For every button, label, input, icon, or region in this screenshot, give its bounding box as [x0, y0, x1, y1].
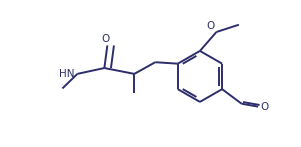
Text: O: O — [260, 102, 269, 112]
Text: O: O — [207, 21, 215, 31]
Text: O: O — [102, 34, 110, 44]
Text: HN: HN — [60, 69, 75, 79]
